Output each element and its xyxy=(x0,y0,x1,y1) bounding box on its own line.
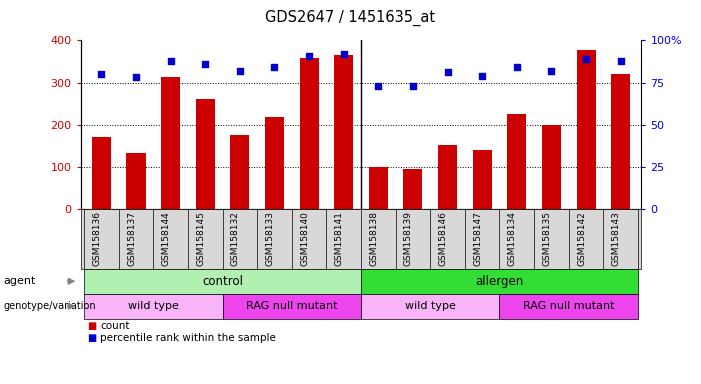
Text: percentile rank within the sample: percentile rank within the sample xyxy=(100,333,276,343)
Bar xyxy=(92,137,111,209)
Text: wild type: wild type xyxy=(128,301,179,311)
Text: GSM158132: GSM158132 xyxy=(231,211,240,266)
Bar xyxy=(161,77,180,209)
Bar xyxy=(334,55,353,209)
Bar xyxy=(126,153,146,209)
Point xyxy=(442,70,453,76)
Point xyxy=(373,83,384,89)
Text: RAG null mutant: RAG null mutant xyxy=(523,301,615,311)
Bar xyxy=(403,169,423,209)
Point xyxy=(304,53,315,59)
Text: GSM158147: GSM158147 xyxy=(473,211,482,266)
Text: GSM158144: GSM158144 xyxy=(162,211,170,266)
Text: agent: agent xyxy=(4,276,36,286)
Bar xyxy=(576,50,596,209)
Text: GSM158146: GSM158146 xyxy=(439,211,447,266)
Point xyxy=(234,68,245,74)
Bar xyxy=(265,117,284,209)
Text: GSM158142: GSM158142 xyxy=(577,211,586,266)
Bar xyxy=(299,58,319,209)
Text: GSM158135: GSM158135 xyxy=(543,211,552,266)
Point xyxy=(269,64,280,70)
Point xyxy=(546,68,557,74)
Point xyxy=(338,51,349,57)
Bar xyxy=(438,145,457,209)
Bar xyxy=(472,150,491,209)
Point xyxy=(165,58,176,64)
Text: control: control xyxy=(202,275,243,288)
Text: GSM158140: GSM158140 xyxy=(300,211,309,266)
Text: count: count xyxy=(100,321,130,331)
Text: ■: ■ xyxy=(88,333,97,343)
Text: genotype/variation: genotype/variation xyxy=(4,301,96,311)
Bar xyxy=(611,74,630,209)
Point xyxy=(130,74,142,81)
Text: GSM158137: GSM158137 xyxy=(127,211,136,266)
Bar xyxy=(508,114,526,209)
Point xyxy=(580,56,592,62)
Text: GSM158145: GSM158145 xyxy=(196,211,205,266)
Text: ■: ■ xyxy=(88,321,97,331)
Text: GSM158133: GSM158133 xyxy=(266,211,275,266)
Text: GSM158143: GSM158143 xyxy=(612,211,620,266)
Point xyxy=(96,71,107,77)
Text: GSM158139: GSM158139 xyxy=(404,211,413,266)
Point xyxy=(200,61,211,67)
Bar xyxy=(369,167,388,209)
Point xyxy=(407,83,418,89)
Bar xyxy=(196,99,215,209)
Point xyxy=(477,73,488,79)
Point xyxy=(511,64,522,70)
Text: RAG null mutant: RAG null mutant xyxy=(246,301,337,311)
Text: GSM158134: GSM158134 xyxy=(508,211,517,266)
Text: GSM158136: GSM158136 xyxy=(93,211,102,266)
Bar xyxy=(542,125,561,209)
Text: allergen: allergen xyxy=(475,275,524,288)
Text: wild type: wild type xyxy=(404,301,456,311)
Text: GSM158141: GSM158141 xyxy=(334,211,343,266)
Text: GSM158138: GSM158138 xyxy=(369,211,379,266)
Text: GDS2647 / 1451635_at: GDS2647 / 1451635_at xyxy=(266,10,435,26)
Point xyxy=(615,58,626,64)
Bar xyxy=(231,136,250,209)
